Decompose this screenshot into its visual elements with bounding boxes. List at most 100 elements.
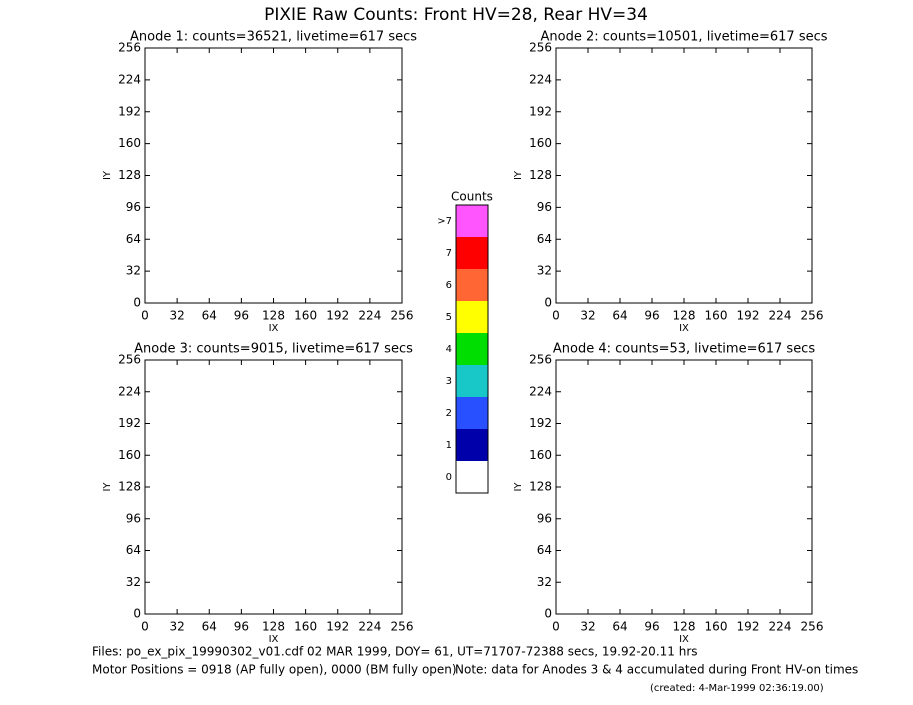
y-tick-label: 224	[118, 384, 141, 398]
x-tick-label: 224	[769, 620, 792, 634]
colorbar-frame	[455, 204, 489, 494]
y-tick-label: 128	[529, 168, 552, 182]
footer-files: Files: po_ex_pix_19990302_v01.cdf 02 MAR…	[92, 645, 698, 659]
y-axis-label: IY	[102, 170, 113, 180]
colorbar-level	[456, 333, 488, 365]
y-tick-label: 128	[118, 168, 141, 182]
x-tick-label: 224	[769, 309, 792, 323]
x-tick-label: 128	[673, 620, 696, 634]
colorbar-title: Counts	[451, 190, 493, 204]
colorbar-level	[456, 429, 488, 461]
y-tick-label: 256	[118, 41, 141, 55]
y-tick-label: 160	[118, 136, 141, 150]
x-tick-label: 64	[612, 309, 627, 323]
x-tick-label: 256	[801, 309, 824, 323]
x-tick-label: 32	[169, 620, 184, 634]
x-tick-label: 192	[326, 309, 349, 323]
x-tick-label: 32	[169, 309, 184, 323]
y-tick-label: 256	[529, 353, 552, 367]
x-axis-label: IX	[269, 634, 279, 645]
colorbar-level	[456, 269, 488, 301]
y-axis-label: IY	[102, 482, 113, 492]
y-tick-label: 64	[537, 543, 552, 557]
x-tick-label: 256	[801, 620, 824, 634]
y-tick-label: 160	[529, 448, 552, 462]
colorbar-label: 5	[446, 312, 452, 323]
y-tick-label: 160	[118, 448, 141, 462]
y-tick-label: 224	[118, 72, 141, 86]
panel-title: Anode 2: counts=10501, livetime=617 secs	[540, 30, 827, 45]
y-tick-label: 224	[529, 72, 552, 86]
colorbar-label: 0	[446, 472, 452, 483]
y-tick-label: 192	[529, 416, 552, 430]
y-tick-label: 128	[529, 480, 552, 494]
x-tick-label: 0	[141, 309, 149, 323]
y-tick-label: 192	[118, 104, 141, 118]
x-tick-label: 96	[234, 309, 249, 323]
y-tick-label: 256	[118, 353, 141, 367]
footer-motor: Motor Positions = 0918 (AP fully open), …	[92, 663, 457, 677]
colorbar-level	[456, 205, 488, 237]
y-tick-label: 32	[537, 575, 552, 589]
x-tick-label: 192	[326, 620, 349, 634]
colorbar-level	[456, 301, 488, 333]
colorbar-level	[456, 365, 488, 397]
y-tick-label: 192	[529, 104, 552, 118]
y-tick-label: 0	[544, 607, 552, 621]
x-tick-label: 32	[580, 620, 595, 634]
x-tick-label: 256	[391, 309, 414, 323]
x-tick-label: 128	[673, 309, 696, 323]
colorbar-label: 1	[446, 440, 452, 451]
x-tick-label: 64	[202, 620, 217, 634]
panel-title: Anode 1: counts=36521, livetime=617 secs	[130, 30, 417, 45]
x-tick-label: 160	[705, 620, 728, 634]
y-tick-label: 64	[537, 232, 552, 246]
y-tick-label: 32	[126, 575, 141, 589]
y-tick-label: 128	[118, 480, 141, 494]
x-tick-label: 160	[294, 309, 317, 323]
colorbar-level	[456, 461, 488, 493]
x-tick-label: 192	[737, 309, 760, 323]
panel-title: Anode 3: counts=9015, livetime=617 secs	[134, 342, 413, 357]
x-tick-label: 224	[358, 620, 381, 634]
x-tick-label: 128	[262, 309, 285, 323]
page-title: PIXIE Raw Counts: Front HV=28, Rear HV=3…	[264, 5, 648, 25]
x-tick-label: 192	[737, 620, 760, 634]
x-tick-label: 64	[612, 620, 627, 634]
y-tick-label: 256	[529, 41, 552, 55]
x-tick-label: 96	[644, 309, 659, 323]
colorbar-label: 3	[446, 376, 452, 387]
x-tick-label: 96	[644, 620, 659, 634]
x-tick-label: 128	[262, 620, 285, 634]
footer-created: (created: 4-Mar-1999 02:36:19.00)	[650, 683, 824, 694]
x-tick-label: 0	[552, 309, 560, 323]
colorbar-label: 7	[446, 248, 452, 259]
panel-title: Anode 4: counts=53, livetime=617 secs	[553, 342, 815, 357]
y-tick-label: 32	[537, 264, 552, 278]
y-tick-label: 192	[118, 416, 141, 430]
x-tick-label: 96	[234, 620, 249, 634]
colorbar-level	[456, 397, 488, 429]
x-tick-label: 160	[705, 309, 728, 323]
y-tick-label: 0	[133, 296, 141, 310]
x-tick-label: 64	[202, 309, 217, 323]
colorbar-level	[456, 237, 488, 269]
colorbar-label: 2	[446, 408, 452, 419]
y-tick-label: 64	[126, 232, 141, 246]
x-tick-label: 0	[141, 620, 149, 634]
x-tick-label: 224	[358, 309, 381, 323]
y-tick-label: 96	[537, 200, 552, 214]
x-tick-label: 256	[391, 620, 414, 634]
y-tick-label: 0	[133, 607, 141, 621]
colorbar-label: >7	[437, 216, 452, 227]
colorbar-label: 6	[446, 280, 452, 291]
y-tick-label: 0	[544, 296, 552, 310]
y-axis-label: IY	[513, 482, 524, 492]
x-tick-label: 32	[580, 309, 595, 323]
y-tick-label: 64	[126, 543, 141, 557]
y-tick-label: 32	[126, 264, 141, 278]
y-tick-label: 96	[126, 511, 141, 525]
y-tick-label: 96	[537, 511, 552, 525]
y-tick-label: 224	[529, 384, 552, 398]
